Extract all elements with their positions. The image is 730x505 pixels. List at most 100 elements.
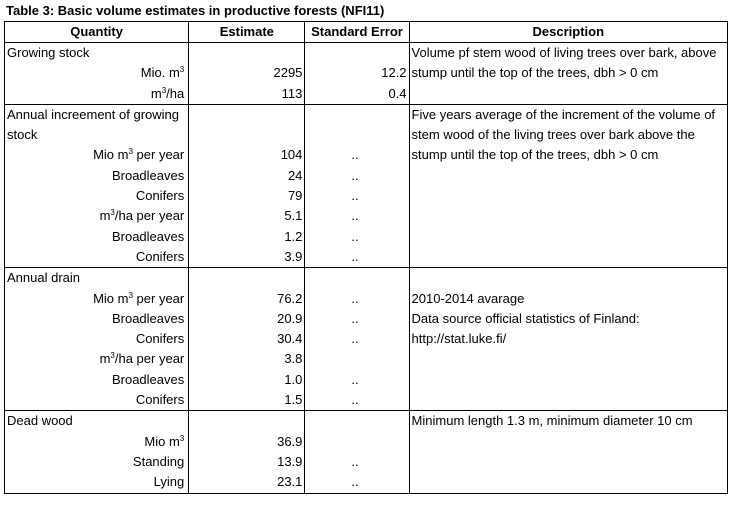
estimate-value: 1.2 <box>188 226 306 247</box>
estimate-value: 3.8 <box>188 349 306 370</box>
standard-error-value: .. <box>304 206 410 227</box>
standard-error-value <box>304 431 410 452</box>
description-line: Data source official statistics of Finla… <box>411 310 640 326</box>
standard-error-value: .. <box>304 329 410 350</box>
estimate-value: 113 <box>188 83 306 105</box>
superscript: 3 <box>179 65 185 75</box>
estimate-value: 24 <box>188 165 306 187</box>
header-description: Description <box>409 21 729 43</box>
quantity-label: Conifers <box>3 390 190 412</box>
estimate-value: 3.9 <box>188 246 306 269</box>
table-row: Standing 13.9.. <box>3 451 728 473</box>
estimate-value: 76.2 <box>188 288 306 309</box>
standard-error-value: .. <box>304 451 410 473</box>
estimate-value: 1.5 <box>188 390 306 412</box>
standard-error-cell <box>304 267 410 289</box>
table-row: Broadleaves 20.9.. <box>3 308 728 330</box>
standard-error-value: .. <box>304 165 410 187</box>
estimate-value: 104 <box>188 145 306 166</box>
table-row: m3/ha 113 0.4 <box>3 83 728 105</box>
estimate-value: 13.9 <box>188 451 306 473</box>
superscript: 3 <box>110 351 115 361</box>
standard-error-value: .. <box>304 308 410 330</box>
table-row: Conifers 79.. <box>3 186 728 207</box>
quantity-label: Conifers <box>3 329 190 350</box>
standard-error-cell <box>304 103 410 146</box>
section-title-row: Growing stock Volume pf stem wood of livi… <box>3 42 729 105</box>
table-row: m3/ha per year 3.8 <box>3 349 728 370</box>
quantity-label: Lying <box>3 472 190 494</box>
quantity-label: m3/ha per year <box>3 349 190 370</box>
estimate-cell <box>188 410 306 432</box>
standard-error-value: .. <box>304 186 410 207</box>
section-description: Five years average of the increment of t… <box>409 103 729 269</box>
table-row: Broadleaves 24.. <box>3 165 728 187</box>
table-row: Broadleaves 1.2.. <box>3 226 728 247</box>
superscript: 3 <box>128 147 133 157</box>
table-body: Growing stock Volume pf stem wood of livi… <box>3 42 729 494</box>
quantity-label: m3/ha <box>3 83 190 105</box>
estimate-value: 2295 <box>188 63 306 84</box>
table-row: Mio m3 per year 104.. <box>3 145 728 166</box>
estimate-value: 1.0 <box>188 369 306 391</box>
quantity-label: m3/ha per year <box>3 206 190 227</box>
standard-error-value <box>304 349 410 370</box>
standard-error-value: .. <box>304 288 410 309</box>
section-description: Volume pf stem wood of living trees over… <box>409 42 729 105</box>
quantity-label: Mio. m3 <box>3 63 190 84</box>
section-title-row: Annual increement of growing stock Five y… <box>3 103 729 269</box>
superscript: 3 <box>161 85 167 95</box>
quantity-label: Standing <box>3 451 190 473</box>
standard-error-value: .. <box>304 472 410 494</box>
estimate-value: 79 <box>188 186 306 207</box>
standard-error-value: .. <box>304 246 410 269</box>
estimate-cell <box>188 103 306 146</box>
section-description: Minimum length 1.3 m, minimum diameter 1… <box>409 410 729 494</box>
description-line: 2010-2014 avarage <box>411 290 525 306</box>
table-row: Conifers 3.9.. <box>3 246 728 269</box>
table-row: Mio. m3 2295 12.2 <box>3 63 728 84</box>
section-title: Dead wood <box>3 410 190 432</box>
standard-error-value: 0.4 <box>304 83 410 105</box>
table-row: Lying 23.1.. <box>3 472 728 494</box>
header-standard-error: Standard Error <box>304 21 410 43</box>
section-title: Annual increement of growing stock <box>3 103 190 146</box>
volume-estimates-table: Quantity Estimate Standard Error Descrip… <box>3 21 729 494</box>
quantity-label: Mio m3 <box>3 431 190 452</box>
standard-error-cell <box>304 42 410 64</box>
quantity-label: Broadleaves <box>3 369 190 391</box>
header-estimate: Estimate <box>188 21 306 43</box>
estimate-value: 23.1 <box>188 472 306 494</box>
superscript: 3 <box>110 208 115 218</box>
standard-error-value: .. <box>304 226 410 247</box>
table-row: Mio m3 36.9 <box>3 431 728 452</box>
section-title-row: Dead wood Minimum length 1.3 m, minimum d… <box>3 410 729 494</box>
estimate-cell <box>188 267 306 289</box>
quantity-label: Mio m3 per year <box>3 145 190 166</box>
section-title: Annual drain <box>3 267 190 289</box>
table-row: Mio m3 per year 76.2.. <box>3 288 728 309</box>
quantity-label: Broadleaves <box>3 165 190 187</box>
superscript: 3 <box>128 290 133 300</box>
estimate-value: 36.9 <box>188 431 306 452</box>
estimate-value: 5.1 <box>188 206 306 227</box>
estimate-value: 30.4 <box>188 329 306 350</box>
table-caption: Table 3: Basic volume estimates in produ… <box>6 3 385 18</box>
table-row: Conifers 1.5.. <box>3 390 728 412</box>
section-description: 2010-2014 avarage Data source official st… <box>409 267 729 412</box>
section-title-row: Annual drain 2010-2014 avarage Data source… <box>3 267 729 412</box>
standard-error-value: .. <box>304 145 410 166</box>
estimate-cell <box>188 42 306 64</box>
quantity-label: Conifers <box>3 246 190 269</box>
standard-error-value: 12.2 <box>304 63 410 84</box>
table-row: m3/ha per year 5.1.. <box>3 206 728 227</box>
description-line: http://stat.luke.fi/ <box>411 331 507 347</box>
standard-error-cell <box>304 410 410 432</box>
quantity-label: Broadleaves <box>3 226 190 247</box>
quantity-label: Conifers <box>3 186 190 207</box>
standard-error-value: .. <box>304 369 410 391</box>
superscript: 3 <box>179 433 185 443</box>
header-row: Quantity Estimate Standard Error Descrip… <box>3 21 729 43</box>
section-title: Growing stock <box>3 42 190 64</box>
